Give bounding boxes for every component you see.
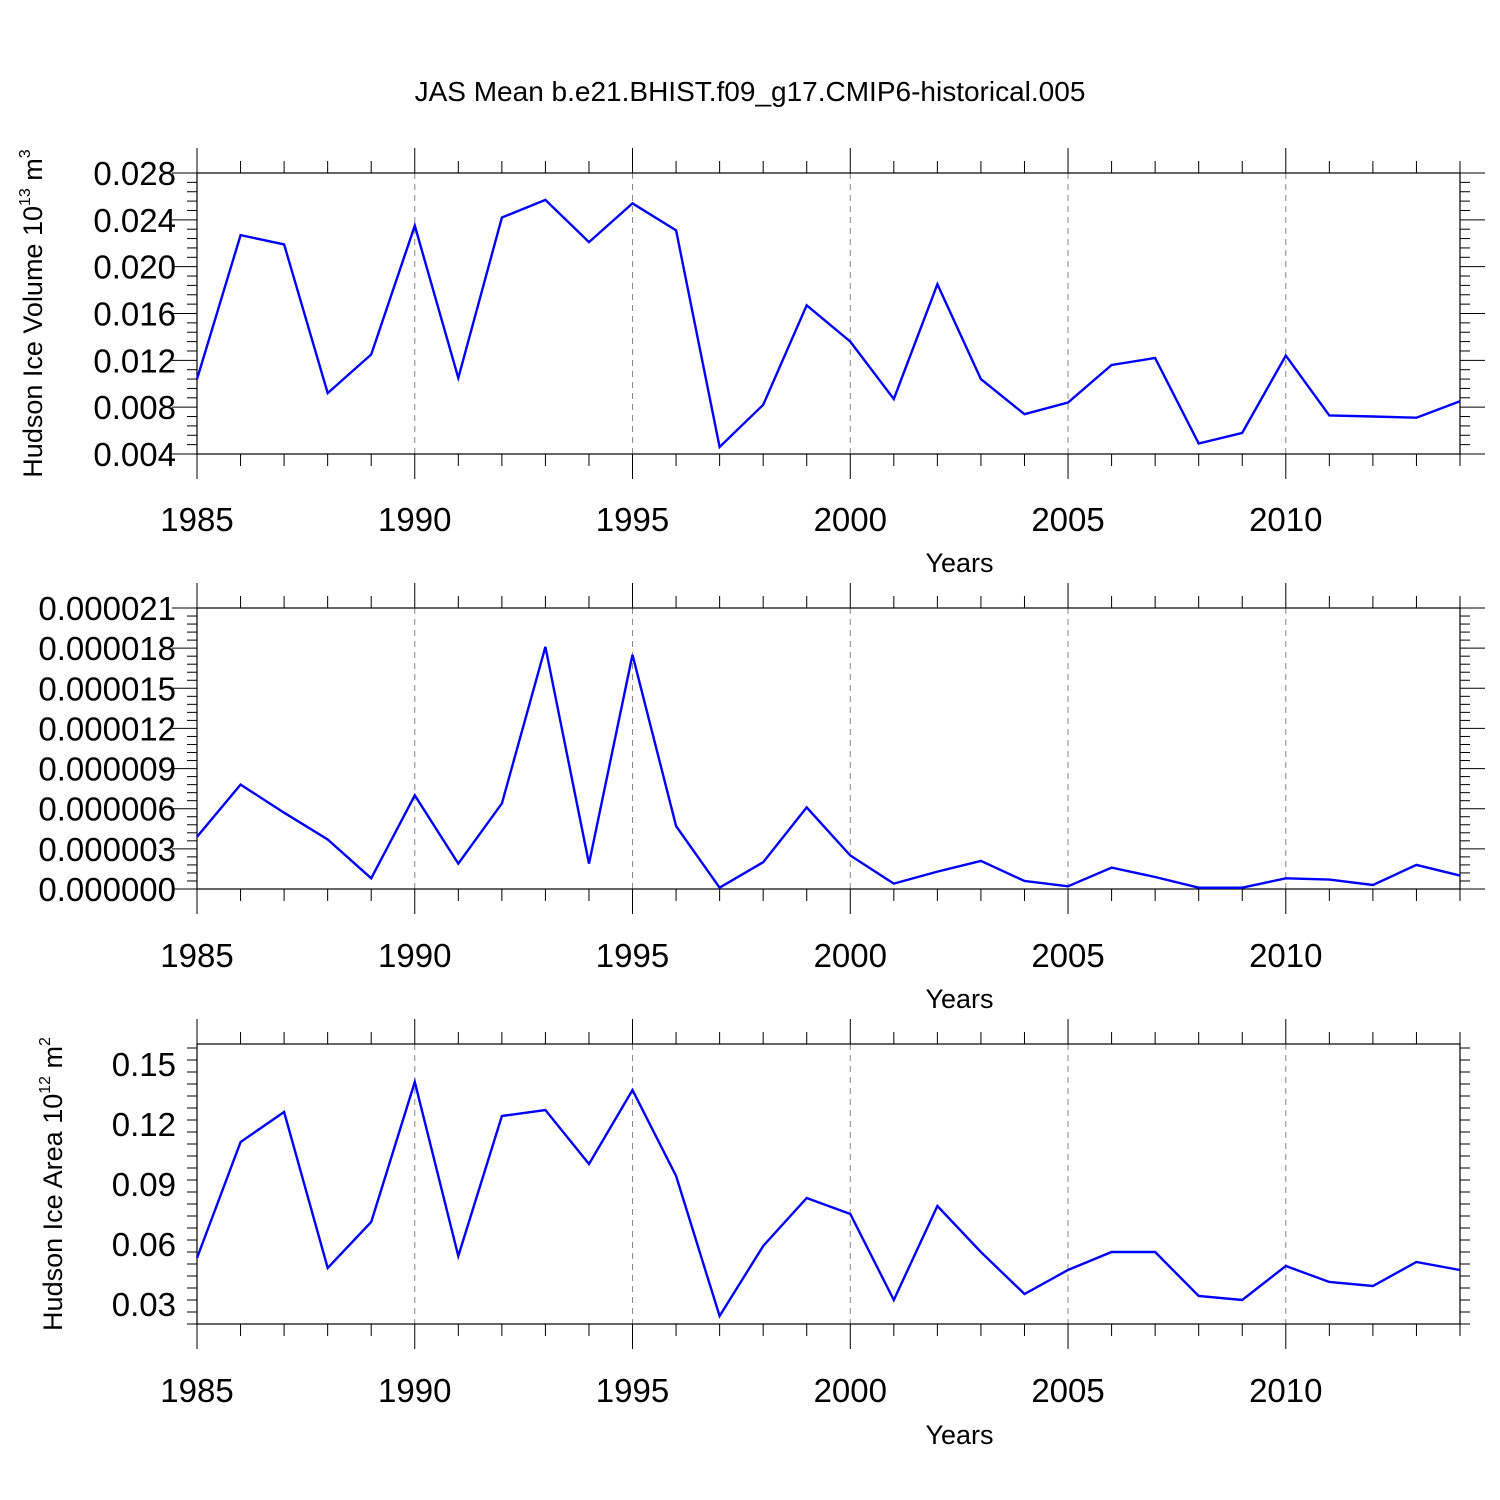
x-axis-title: Years: [925, 548, 993, 578]
y-tick-label: 0.03: [112, 1286, 176, 1323]
series-line: [195, 1077, 1461, 1319]
y-tick-label: 0.020: [93, 249, 176, 286]
x-tick-label: 2005: [1031, 937, 1104, 974]
y-tick-label: 0.016: [93, 296, 176, 333]
y-axis-title: Hudson Ice Volume 1013 m3: [17, 149, 48, 477]
x-tick-label: 1995: [596, 1372, 669, 1409]
y-tick-label: 0.000021: [38, 590, 176, 627]
series-line: [195, 198, 1461, 450]
y-tick-label: 0.000003: [38, 831, 176, 868]
y-tick-label: 0.15: [112, 1046, 176, 1083]
panel-ice-volume: 1985 1990 1995 2000 2005 2010 0.004 0.008 0.012 0…: [17, 148, 1485, 578]
x-axis-title: Years: [925, 984, 993, 1014]
x-tick-label: 2010: [1249, 501, 1322, 538]
series-line: [196, 646, 1461, 890]
x-tick-label: 2010: [1249, 937, 1322, 974]
y-tick-label: 0.000000: [38, 871, 176, 908]
plot-frame: [196, 1043, 1461, 1325]
x-tick-label: 1985: [160, 937, 233, 974]
plot-frame: [196, 607, 1461, 890]
x-tick-label: 1995: [596, 937, 669, 974]
x-tick-label: 1990: [378, 1372, 451, 1409]
y-tick-label: 0.000015: [38, 670, 176, 707]
y-tick-label: 0.000006: [38, 791, 176, 828]
figure-title: JAS Mean b.e21.BHIST.f09_g17.CMIP6-histo…: [415, 76, 1086, 107]
y-tick-label: 0.000009: [38, 751, 176, 788]
x-tick-label: 1990: [378, 937, 451, 974]
y-tick-label: 0.004: [93, 436, 176, 473]
panels: 1985 1990 1995 2000 2005 2010 0.004 0.008 0.012 0…: [17, 148, 1485, 1450]
panel-ice-area: 1985 1990 1995 2000 2005 2010 0.03 0.06 0.09 0.12…: [37, 1019, 1470, 1450]
y-tick-label: 0.12: [112, 1106, 176, 1143]
y-tick-label: 0.012: [93, 342, 176, 379]
x-tick-label: 2010: [1249, 1372, 1322, 1409]
x-tick-label: 1990: [378, 501, 451, 538]
x-tick-label: 2000: [814, 1372, 887, 1409]
x-tick-label: 1985: [160, 1372, 233, 1409]
panel-ice-thickness-unlabeled: 1985 1990 1995 2000 2005 2010 0.0000000.000003…: [38, 583, 1485, 1014]
y-tick-label: 0.000018: [38, 630, 176, 667]
y-tick-label: 0.06: [112, 1226, 176, 1263]
y-tick-label: 0.024: [93, 202, 176, 239]
x-tick-label: 2000: [814, 501, 887, 538]
x-tick-label: 2005: [1031, 1372, 1104, 1409]
x-tick-label: 1995: [596, 501, 669, 538]
y-tick-label: 0.008: [93, 389, 176, 426]
x-tick-label: 1985: [160, 501, 233, 538]
y-tick-label: 0.000012: [38, 710, 176, 747]
x-tick-label: 2000: [814, 937, 887, 974]
y-tick-label: 0.028: [93, 155, 176, 192]
y-axis-title: Hudson Ice Area 1012 m2: [37, 1037, 68, 1331]
y-tick-label: 0.09: [112, 1166, 176, 1203]
x-tick-label: 2005: [1031, 501, 1104, 538]
x-axis-title: Years: [925, 1420, 993, 1450]
